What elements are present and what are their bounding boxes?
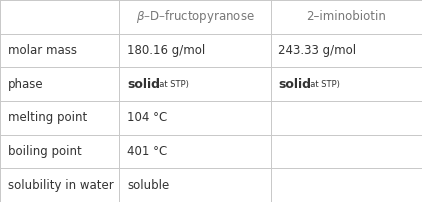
- Text: solid: solid: [278, 78, 311, 91]
- Text: molar mass: molar mass: [8, 44, 77, 57]
- Text: 243.33 g/mol: 243.33 g/mol: [278, 44, 356, 57]
- Text: (at STP): (at STP): [307, 80, 340, 89]
- Text: soluble: soluble: [127, 179, 169, 192]
- Text: 401 °C: 401 °C: [127, 145, 167, 158]
- Text: (at STP): (at STP): [156, 80, 189, 89]
- Text: $\it{\beta}$–D–fructopyranose: $\it{\beta}$–D–fructopyranose: [135, 8, 254, 25]
- Text: phase: phase: [8, 78, 43, 91]
- Text: 104 °C: 104 °C: [127, 111, 167, 124]
- Text: solid: solid: [127, 78, 160, 91]
- Text: boiling point: boiling point: [8, 145, 81, 158]
- Text: melting point: melting point: [8, 111, 87, 124]
- Text: 2–iminobiotin: 2–iminobiotin: [306, 10, 386, 23]
- Text: 180.16 g/mol: 180.16 g/mol: [127, 44, 205, 57]
- Text: solubility in water: solubility in water: [8, 179, 114, 192]
